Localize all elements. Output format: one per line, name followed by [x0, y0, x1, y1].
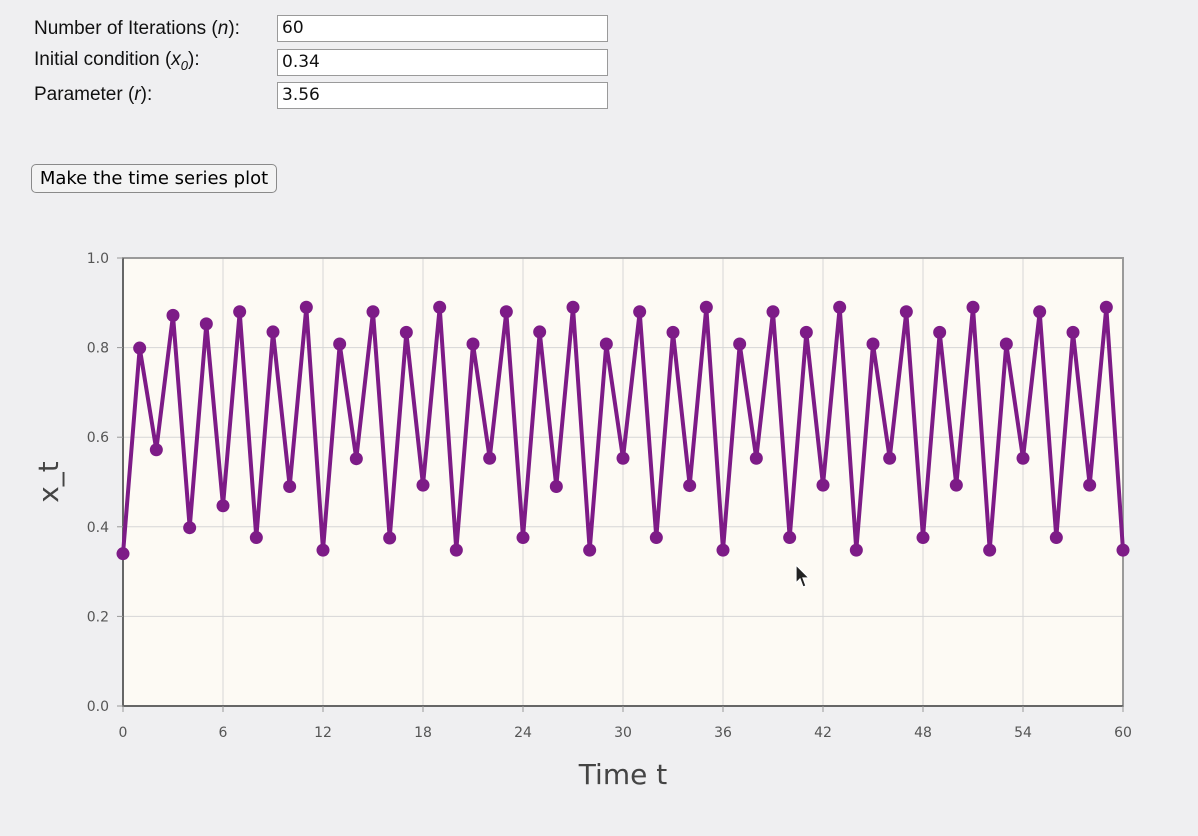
x-tick-label: 0: [119, 725, 128, 741]
parameter-label: Parameter (r):: [34, 84, 153, 105]
data-point: [449, 543, 463, 557]
data-point: [899, 305, 913, 319]
data-point: [416, 478, 430, 492]
data-point: [1099, 300, 1113, 314]
data-point: [533, 325, 547, 339]
initial-condition-input[interactable]: 0.34: [277, 49, 608, 76]
data-point: [1033, 305, 1047, 319]
data-point: [916, 531, 930, 545]
y-tick-label: 0.8: [87, 341, 109, 357]
data-point: [1016, 451, 1030, 465]
data-point: [683, 479, 697, 493]
data-point: [566, 300, 580, 314]
data-point: [116, 547, 130, 561]
data-point: [616, 451, 630, 465]
x-tick-label: 6: [219, 725, 228, 741]
data-point: [333, 337, 347, 351]
data-point: [266, 325, 280, 339]
data-point: [866, 337, 880, 351]
data-point: [816, 478, 830, 492]
parameter-row: Parameter (r):: [34, 80, 152, 110]
data-point: [666, 325, 680, 339]
data-point: [716, 543, 730, 557]
y-tick-label: 0.2: [87, 609, 109, 625]
x-tick-label: 36: [714, 725, 732, 741]
x-tick-label: 12: [314, 725, 332, 741]
data-point: [766, 305, 780, 319]
data-point: [299, 300, 313, 314]
y-tick-label: 0.6: [87, 430, 109, 446]
x-tick-label: 60: [1114, 725, 1132, 741]
data-point: [433, 300, 447, 314]
data-point: [799, 325, 813, 339]
x-tick-label: 24: [514, 725, 532, 741]
x-tick-label: 18: [414, 725, 432, 741]
y-tick-label: 0.0: [87, 699, 109, 715]
data-point: [1083, 478, 1097, 492]
data-point: [966, 300, 980, 314]
initial-condition-label: Initial condition (x0):: [34, 49, 200, 73]
data-point: [599, 337, 613, 351]
data-point: [783, 531, 797, 545]
data-point: [216, 499, 230, 513]
data-point: [499, 305, 513, 319]
data-point: [749, 451, 763, 465]
data-point: [633, 305, 647, 319]
iterations-row: Number of Iterations (n):: [34, 14, 240, 44]
data-point: [383, 531, 397, 545]
x-axis-label: Time t: [578, 758, 667, 791]
data-point: [149, 443, 163, 457]
data-point: [583, 543, 597, 557]
data-point: [999, 337, 1013, 351]
data-point: [949, 478, 963, 492]
data-point: [1049, 531, 1063, 545]
iterations-input[interactable]: 60: [277, 15, 608, 42]
iterations-label: Number of Iterations (n):: [34, 18, 240, 39]
x-tick-label: 54: [1014, 725, 1032, 741]
x-ticks: 0 6 12 18 24 30 36 42 48 54 60: [119, 706, 1132, 741]
data-point: [549, 479, 563, 493]
y-axis-label: x_t: [32, 461, 65, 503]
data-point: [316, 543, 330, 557]
data-point: [183, 521, 197, 535]
data-point: [1066, 325, 1080, 339]
data-point: [883, 451, 897, 465]
make-plot-button[interactable]: Make the time series plot: [31, 164, 277, 193]
data-point: [983, 543, 997, 557]
initial-condition-row: Initial condition (x0):: [34, 46, 200, 76]
data-point: [483, 451, 497, 465]
series-points: [116, 300, 1130, 561]
data-point: [733, 337, 747, 351]
data-point: [833, 300, 847, 314]
data-point: [466, 337, 480, 351]
data-point: [166, 308, 180, 322]
data-point: [233, 305, 247, 319]
data-point: [249, 531, 263, 545]
x-tick-label: 48: [914, 725, 932, 741]
y-ticks: 0.0 0.2 0.4 0.6 0.8 1.0: [87, 251, 123, 715]
data-point: [399, 325, 413, 339]
data-point: [1116, 543, 1130, 557]
data-point: [849, 543, 863, 557]
data-point: [366, 305, 380, 319]
mouse-pointer-icon: [795, 564, 811, 588]
x-tick-label: 30: [614, 725, 632, 741]
data-point: [283, 479, 297, 493]
data-point: [199, 317, 213, 331]
x-tick-label: 42: [814, 725, 832, 741]
y-tick-label: 1.0: [87, 251, 109, 267]
data-point: [699, 300, 713, 314]
data-point: [933, 325, 947, 339]
parameter-input[interactable]: 3.56: [277, 82, 608, 109]
data-point: [649, 531, 663, 545]
data-point: [516, 531, 530, 545]
data-point: [349, 452, 363, 466]
y-tick-label: 0.4: [87, 520, 109, 536]
data-point: [133, 341, 147, 355]
